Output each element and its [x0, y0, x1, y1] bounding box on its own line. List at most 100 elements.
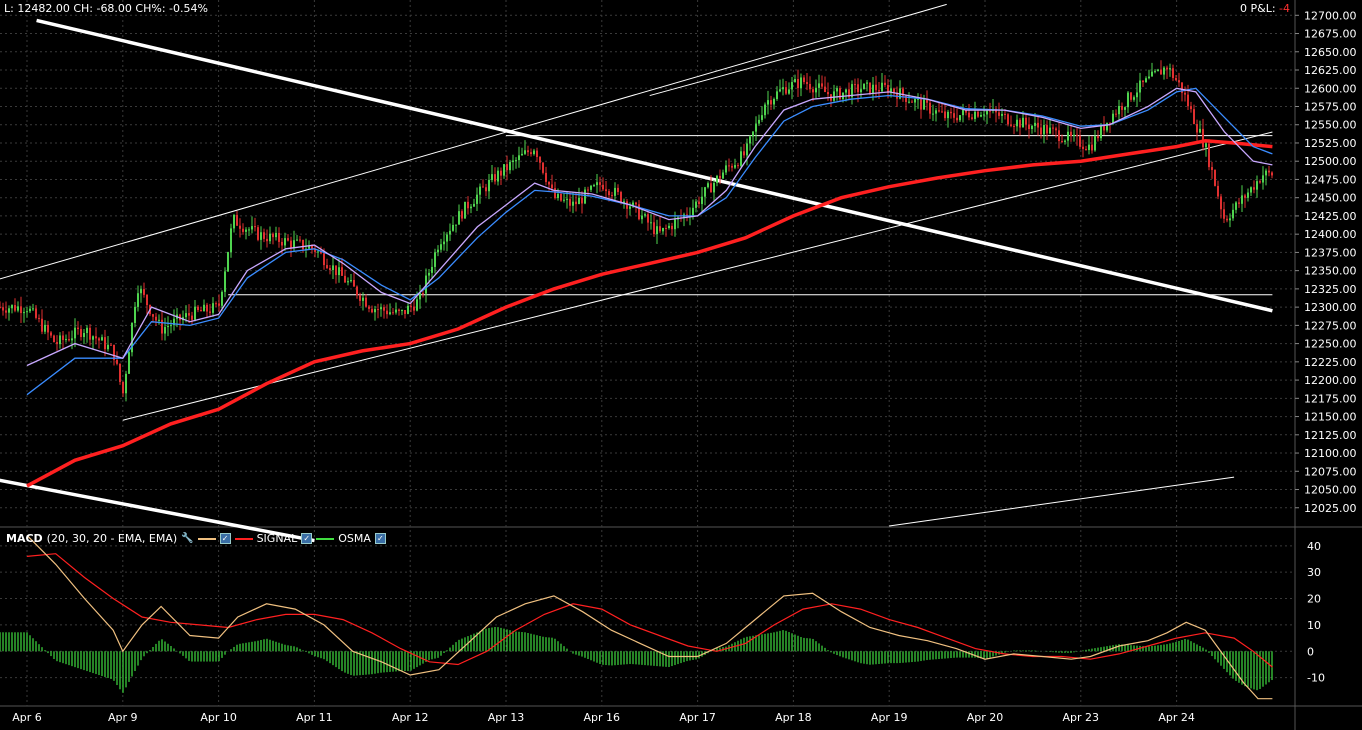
candle-body [968, 112, 970, 118]
candle-body [956, 117, 958, 121]
candle-body [206, 304, 208, 312]
candle-body [512, 160, 514, 163]
candle-body [623, 201, 625, 203]
candle-body [476, 194, 478, 204]
candle-body [755, 123, 757, 132]
candle-body [1244, 195, 1246, 198]
candle-body [251, 226, 253, 230]
candle-body [704, 187, 706, 197]
candle-body [503, 164, 505, 176]
price-tick-label: 12500.00 [1304, 155, 1357, 168]
candle-body [812, 89, 814, 93]
macd-visible-checkbox[interactable]: ✓ [219, 533, 231, 544]
candle-body [8, 308, 10, 313]
pl-label: 0 P&L: [1239, 2, 1276, 15]
trend-line [122, 131, 1273, 421]
candle-body [791, 82, 793, 90]
candle-body [275, 232, 277, 238]
candle-body [737, 165, 739, 167]
candle-body [674, 219, 676, 230]
macd-legend: MACD (20, 30, 20 - EMA, EMA) 🔧 ✓ SIGNAL … [6, 532, 386, 545]
candle-body [938, 110, 940, 112]
candle-body [50, 332, 52, 336]
candle-body [434, 252, 436, 267]
candle-body [92, 336, 94, 340]
candle-body [362, 297, 364, 301]
candle-body [1163, 67, 1165, 75]
candle-body [1271, 172, 1273, 176]
candle-body [764, 104, 766, 116]
candle-body [155, 316, 157, 321]
macd-tick-label: -10 [1307, 672, 1325, 685]
candle-body [371, 308, 373, 313]
candle-body [308, 245, 310, 249]
candle-body [530, 152, 532, 155]
candle-body [761, 115, 763, 120]
candle-body [107, 344, 109, 350]
candle-body [1145, 78, 1147, 83]
candle-body [446, 234, 448, 242]
candle-body [620, 191, 622, 203]
candle-body [137, 293, 139, 307]
signal-visible-checkbox[interactable]: ✓ [301, 533, 313, 544]
candle-body [2, 307, 4, 311]
candle-body [1010, 124, 1012, 126]
date-tick-label: Apr 24 [1158, 711, 1195, 724]
settings-wrench-icon[interactable]: 🔧 [181, 533, 194, 544]
candle-body [1130, 92, 1132, 100]
candle-body [881, 82, 883, 92]
candle-body [728, 165, 730, 167]
candle-body [971, 117, 973, 119]
candle-body [215, 303, 217, 305]
candle-body [917, 98, 919, 100]
candle-body [1043, 125, 1045, 135]
candle-body [419, 293, 421, 300]
candle-body [800, 77, 802, 89]
candle-body [863, 83, 865, 90]
candle-body [74, 327, 76, 339]
candle-body [245, 229, 247, 232]
candle-body [767, 100, 769, 105]
candle-body [209, 311, 211, 313]
candle-body [140, 289, 142, 294]
osma-visible-checkbox[interactable]: ✓ [374, 533, 386, 544]
candle-body [1004, 113, 1006, 115]
candle-body [497, 170, 499, 182]
candle-body [1178, 80, 1180, 83]
candle-body [893, 88, 895, 93]
candle-body [734, 165, 736, 168]
candle-body [128, 352, 130, 374]
candle-body [962, 110, 964, 116]
price-tick-label: 12550.00 [1304, 119, 1357, 132]
candle-body [896, 92, 898, 99]
candle-body [836, 88, 838, 92]
candle-body [1208, 143, 1210, 168]
candle-body [596, 182, 598, 186]
candle-body [1049, 127, 1051, 134]
candle-body [485, 187, 487, 192]
price-tick-label: 12400.00 [1304, 228, 1357, 241]
candle-body [5, 310, 7, 313]
candle-body [776, 91, 778, 100]
candle-body [692, 207, 694, 216]
candle-body [452, 224, 454, 231]
candle-body [1160, 69, 1162, 75]
candle-body [311, 245, 313, 249]
osma-label: OSMA [338, 532, 371, 545]
candle-body [296, 239, 298, 241]
candle-body [668, 225, 670, 229]
candle-body [827, 92, 829, 95]
candle-body [848, 89, 850, 98]
candle-body [14, 305, 16, 311]
macd-swatch-icon [197, 537, 216, 540]
candle-body [695, 201, 697, 208]
candle-body [542, 162, 544, 173]
candle-body [386, 310, 388, 315]
candle-body [1073, 134, 1075, 136]
candle-body [1223, 209, 1225, 219]
candle-body [281, 241, 283, 246]
candle-body [1220, 196, 1222, 210]
candle-body [533, 150, 535, 155]
candle-body [1052, 127, 1054, 129]
candle-body [110, 344, 112, 346]
